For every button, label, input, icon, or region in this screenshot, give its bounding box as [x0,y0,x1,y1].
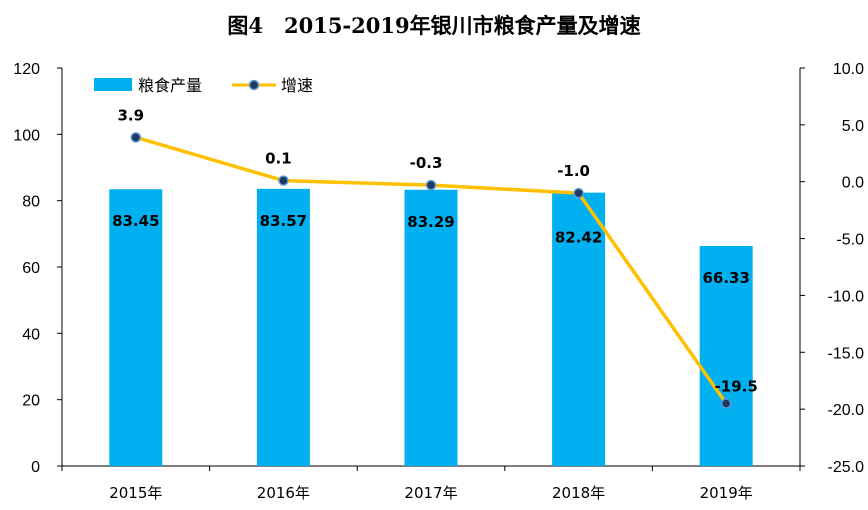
line-data-label: -19.5 [715,377,758,395]
y-right-tick-label: -15.0 [828,345,865,362]
line-data-label: -1.0 [557,162,590,180]
growth-rate-marker [573,187,584,199]
y-left-tick-label: 40 [22,326,40,343]
bar-data-label: 83.45 [112,212,159,230]
y-right-tick-label: -10.0 [828,288,865,305]
y-right-tick-label: 5.0 [842,118,864,135]
data-labels-group: 83.45 83.57 83.29 82.42 66.33 3.9 0.1 -0.3 -1.0 -… [112,106,758,395]
y-right-tick-label: 10.0 [833,61,864,78]
growth-rate-marker [720,398,732,409]
y-left-tick-label: 20 [22,393,40,410]
x-tick-label: 2019年 [700,484,753,502]
y-left-tick-label: 120 [13,61,40,78]
bars-group [109,188,753,467]
line-data-label: -0.3 [410,154,443,172]
chart-title: 图4 2015-2019年银川市粮食产量及增速 [227,13,641,38]
axes-group: 0 20 40 60 80 100 120 -25.0 -20.0 -15.0 -10.0 -5.0 0… [13,61,864,502]
y-left-tick-label: 100 [13,127,40,144]
bar-data-label: 83.29 [407,213,454,231]
legend-line-marker [248,79,260,91]
x-tick-label: 2016年 [257,484,310,502]
bar-data-label: 66.33 [702,269,749,287]
bar-production [109,189,163,466]
line-data-label: 3.9 [118,106,145,124]
growth-rate-marker [130,132,142,143]
line-data-label: 0.1 [265,150,292,168]
y-left-tick-label: 60 [22,260,40,277]
y-right-tick-label: -5.0 [836,232,864,249]
line-series-group [130,132,732,409]
bar-production [699,246,753,466]
y-right-tick-label: -25.0 [828,459,865,476]
legend: 粮食产量 增速 [94,76,313,95]
bar-production [256,188,310,466]
legend-bar-swatch [94,78,132,91]
bar-production [552,192,606,467]
legend-bar-label: 粮食产量 [138,76,202,95]
bar-data-label: 83.57 [260,212,307,230]
y-right-tick-label: -20.0 [828,402,865,419]
growth-rate-marker [425,179,437,191]
y-right-tick-label: 0.0 [842,175,864,192]
bar-production [404,189,458,467]
x-tick-label: 2017年 [404,484,457,502]
legend-line-label: 增速 [281,76,313,95]
y-left-tick-label: 80 [22,194,40,211]
bar-data-label: 82.42 [555,229,602,247]
y-left-tick-label: 0 [31,459,40,476]
x-tick-label: 2018年 [552,484,605,502]
growth-rate-marker [278,175,289,186]
x-tick-label: 2015年 [109,484,162,502]
